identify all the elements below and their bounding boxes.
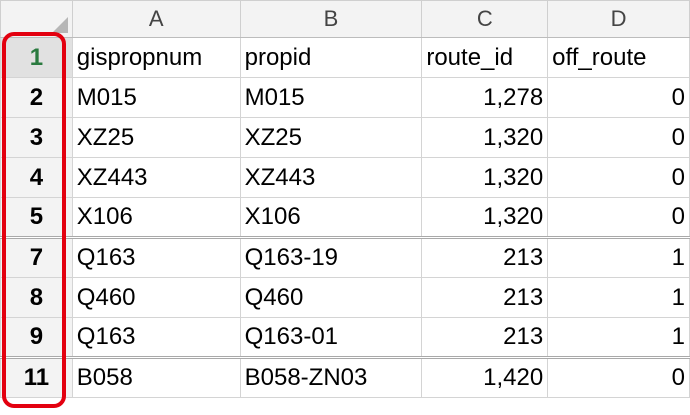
column-header-a[interactable]: A <box>71 0 241 38</box>
cell-b[interactable]: Q163-01 <box>239 317 423 358</box>
cell-a[interactable]: Q460 <box>71 277 241 318</box>
cell-c[interactable]: 1,320 <box>421 197 549 238</box>
select-all-triangle-icon <box>51 17 68 33</box>
column-header-row: A B C D <box>0 0 690 38</box>
cell-a[interactable]: X106 <box>71 197 241 238</box>
cell-a[interactable]: Q163 <box>71 236 241 278</box>
cell-d[interactable]: 0 <box>547 356 690 398</box>
cell-d[interactable]: 1 <box>547 317 690 358</box>
cell-d[interactable]: 1 <box>547 236 690 278</box>
cell-d[interactable]: 0 <box>547 157 690 198</box>
cell-d[interactable]: 0 <box>547 77 690 118</box>
cell-c[interactable]: 213 <box>421 236 549 278</box>
cell-d[interactable]: 1 <box>547 277 690 318</box>
row-header[interactable]: 2 <box>0 77 73 118</box>
cell-b[interactable]: Q460 <box>239 277 423 318</box>
table-row: 8 Q460 Q460 213 1 <box>0 277 690 318</box>
column-header-b[interactable]: B <box>239 0 423 38</box>
column-header-d[interactable]: D <box>547 0 690 38</box>
row-header[interactable]: 9 <box>0 317 73 358</box>
cell-d[interactable]: off_route <box>547 37 690 78</box>
cell-a[interactable]: B058 <box>71 356 241 398</box>
table-row: 3 XZ25 XZ25 1,320 0 <box>0 117 690 158</box>
cell-b[interactable]: XZ443 <box>239 157 423 198</box>
row-header[interactable]: 3 <box>0 117 73 158</box>
column-header-c[interactable]: C <box>421 0 549 38</box>
row-header[interactable]: 5 <box>0 197 73 238</box>
table-row: 7 Q163 Q163-19 213 1 <box>0 236 690 278</box>
row-header[interactable]: 7 <box>0 236 73 278</box>
cell-b[interactable]: XZ25 <box>239 117 423 158</box>
cell-b[interactable]: X106 <box>239 197 423 238</box>
cell-c[interactable]: route_id <box>421 37 549 78</box>
cell-b[interactable]: B058-ZN03 <box>239 356 423 398</box>
cell-a[interactable]: XZ443 <box>71 157 241 198</box>
cell-d[interactable]: 0 <box>547 117 690 158</box>
table-row: 4 XZ443 XZ443 1,320 0 <box>0 157 690 198</box>
cell-c[interactable]: 213 <box>421 277 549 318</box>
cell-b[interactable]: propid <box>239 37 423 78</box>
table-row: 1 gispropnum propid route_id off_route <box>0 37 690 78</box>
row-header[interactable]: 1 <box>0 37 73 78</box>
cell-c[interactable]: 1,320 <box>421 157 549 198</box>
table-row: 2 M015 M015 1,278 0 <box>0 77 690 118</box>
row-header[interactable]: 4 <box>0 157 73 198</box>
cell-c[interactable]: 1,320 <box>421 117 549 158</box>
cell-c[interactable]: 1,420 <box>421 356 549 398</box>
row-header[interactable]: 11 <box>0 356 73 398</box>
cell-a[interactable]: M015 <box>71 77 241 118</box>
cell-a[interactable]: XZ25 <box>71 117 241 158</box>
table-row: 11 B058 B058-ZN03 1,420 0 <box>0 356 690 398</box>
table-row: 5 X106 X106 1,320 0 <box>0 197 690 238</box>
cell-a[interactable]: gispropnum <box>71 37 241 78</box>
cell-b[interactable]: Q163-19 <box>239 236 423 278</box>
cell-b[interactable]: M015 <box>239 77 423 118</box>
select-all-corner[interactable] <box>0 0 73 38</box>
cell-d[interactable]: 0 <box>547 197 690 238</box>
cell-c[interactable]: 213 <box>421 317 549 358</box>
cell-c[interactable]: 1,278 <box>421 77 549 118</box>
spreadsheet-grid: A B C D 1 gispropnum propid route_id off… <box>0 0 690 398</box>
table-row: 9 Q163 Q163-01 213 1 <box>0 317 690 358</box>
row-header[interactable]: 8 <box>0 277 73 318</box>
cell-a[interactable]: Q163 <box>71 317 241 358</box>
